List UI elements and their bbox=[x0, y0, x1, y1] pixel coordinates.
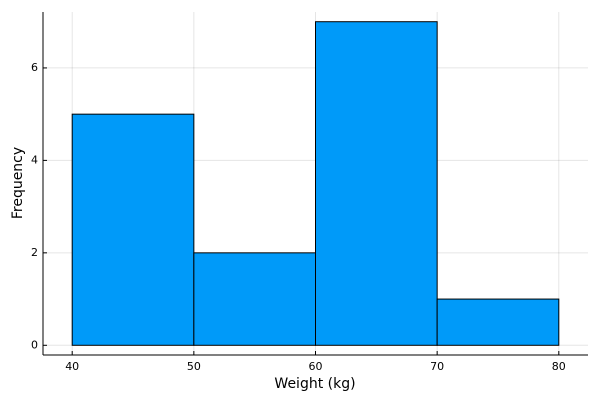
y-tick-label: 6 bbox=[31, 61, 38, 74]
y-tick-label: 0 bbox=[31, 338, 38, 351]
x-tick-label: 80 bbox=[552, 360, 566, 373]
bar bbox=[193, 252, 317, 346]
bar bbox=[315, 21, 438, 346]
x-tick-label: 50 bbox=[187, 360, 201, 373]
y-axis-title: Frequency bbox=[10, 147, 26, 219]
x-tick-label: 60 bbox=[309, 360, 323, 373]
x-tick-label: 40 bbox=[65, 360, 79, 373]
bar bbox=[71, 113, 195, 346]
x-tick-label: 70 bbox=[430, 360, 444, 373]
x-axis-title: Weight (kg) bbox=[274, 376, 355, 392]
y-tick-label: 2 bbox=[31, 246, 38, 259]
y-tick-label: 4 bbox=[31, 153, 38, 166]
bar bbox=[436, 298, 560, 346]
